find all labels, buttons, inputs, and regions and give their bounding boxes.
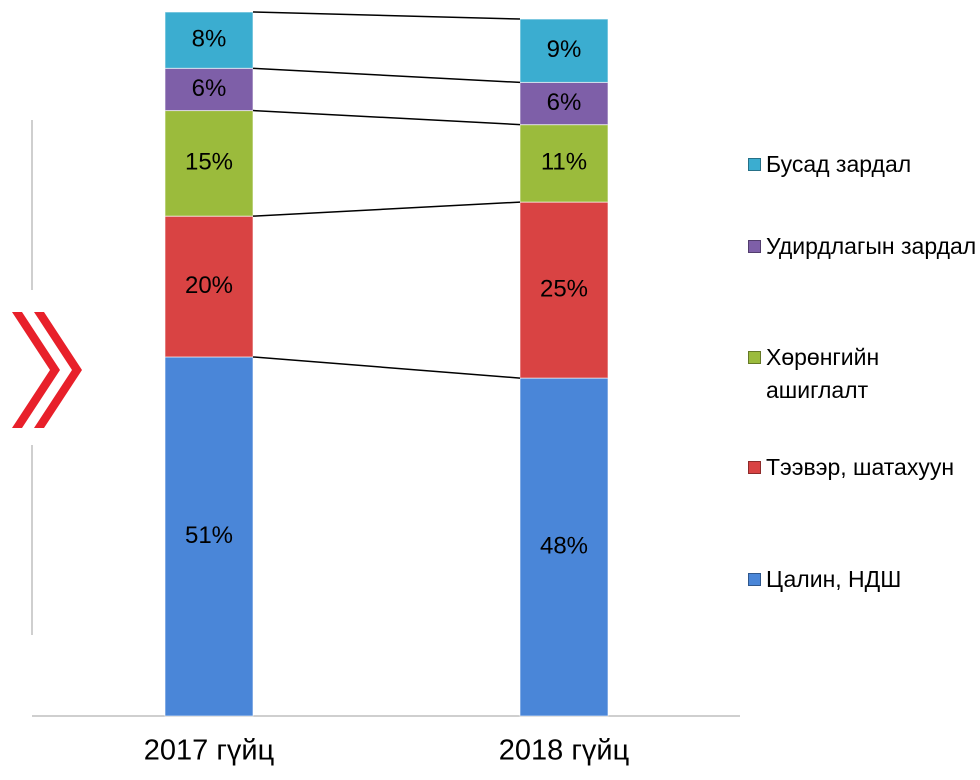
legend-item: Хөрөнгийн ашиглалт <box>748 341 980 407</box>
legend-swatch <box>748 351 761 364</box>
value-label: 51% <box>185 522 233 549</box>
legend-item: Цалин, НДШ <box>748 563 980 596</box>
value-label: 20% <box>185 272 233 299</box>
value-label: 25% <box>540 275 588 302</box>
bar-segment <box>164 356 254 717</box>
bar-segment <box>164 11 254 69</box>
value-label: 11% <box>541 149 587 176</box>
bar-segment <box>519 377 609 717</box>
legend-swatch <box>748 240 761 253</box>
legend-label: Хөрөнгийн ашиглалт <box>766 344 880 403</box>
connector-line <box>252 356 521 379</box>
legend-label: Тээвэр, шатахуун <box>766 454 955 480</box>
x-tick-label: 2018 гүйц <box>499 735 629 767</box>
chevron-icon <box>12 312 82 428</box>
bar-segment <box>519 201 609 379</box>
x-tick-label: 2017 гүйц <box>144 735 274 767</box>
connector-line <box>252 67 521 84</box>
bar-segment <box>164 215 254 358</box>
legend-label: Бусад зардал <box>766 151 912 177</box>
legend-swatch <box>748 573 761 586</box>
bar-segment <box>519 18 609 83</box>
value-label: 6% <box>192 75 227 102</box>
bar-segment <box>519 81 609 126</box>
value-label: 15% <box>185 149 233 176</box>
legend-swatch <box>748 158 761 171</box>
connector-line <box>252 201 521 217</box>
legend-label: Удирдлагын зардал <box>766 233 977 259</box>
connector-line <box>252 11 521 20</box>
value-label: 48% <box>540 532 588 559</box>
legend-item: Удирдлагын зардал <box>748 230 980 263</box>
value-label: 8% <box>192 26 227 53</box>
bar-segment <box>519 124 609 203</box>
legend-item: Тээвэр, шатахуун <box>748 451 980 484</box>
bar-segment <box>164 110 254 217</box>
value-label: 9% <box>547 36 582 63</box>
connector-line <box>252 109 521 126</box>
value-label: 6% <box>547 89 582 116</box>
legend-swatch <box>748 461 761 474</box>
legend-item: Бусад зардал <box>748 148 980 181</box>
legend-label: Цалин, НДШ <box>766 566 902 592</box>
